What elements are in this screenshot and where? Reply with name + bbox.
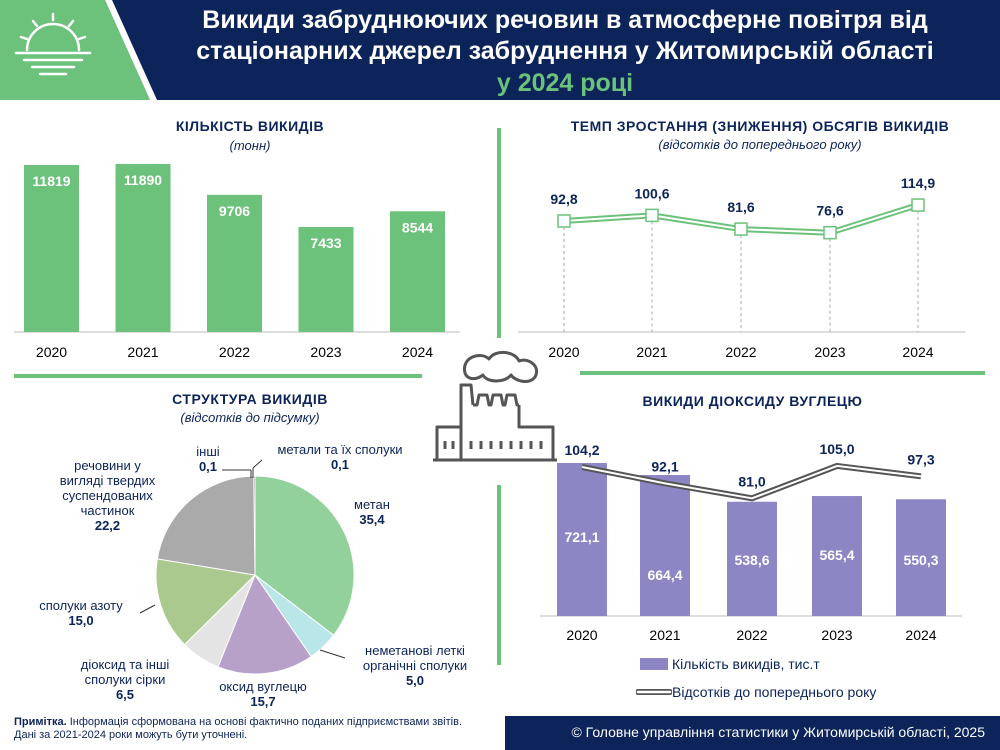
chart1-xtick-2024: 2024 (402, 344, 433, 360)
chart4-line-value-2021: 92,1 (651, 458, 678, 474)
sun-logo-icon (14, 12, 92, 76)
chart2-xtick-2020: 2020 (548, 344, 579, 360)
chart2-value-2023: 76,6 (816, 203, 843, 219)
chart4-bar-2023 (812, 496, 862, 616)
pie-label-metals: метали та їх сполуки 0,1 (277, 442, 403, 472)
chart1-bar-2022 (207, 194, 262, 332)
factory-icon (433, 351, 557, 462)
chart4-bar-value-2024: 550,3 (903, 552, 938, 568)
chart2-marker-2020 (557, 214, 571, 228)
chart1-value-2021: 11890 (124, 172, 162, 188)
chart1-bar-2024 (390, 211, 445, 332)
pie-slice-no (155, 558, 257, 646)
chart2-xtick-2021: 2021 (636, 344, 667, 360)
pie-slice-metan (254, 475, 355, 636)
pie-label-other: інші 0,1 (196, 444, 220, 474)
pie-slice-metals (254, 475, 256, 576)
chart4-bar-value-2021: 664,4 (647, 567, 682, 583)
chart2-title: ТЕМП ЗРОСТАННЯ (ЗНИЖЕННЯ) ОБСЯГІВ ВИКИДІ… (570, 118, 950, 134)
header-bar (0, 0, 1000, 100)
chart2-value-2020: 92,8 (550, 191, 577, 207)
chart2-xtick-2023: 2023 (814, 344, 845, 360)
chart4-bar-value-2020: 721,1 (564, 529, 599, 545)
pie-leader-no (139, 604, 156, 614)
chart1-xtick-2020: 2020 (36, 344, 67, 360)
chart4-bar-2021 (640, 475, 690, 616)
footer-copyright: © Головне управління статистики у Житоми… (571, 724, 985, 740)
pie-slice-pm (156, 475, 256, 576)
title-line-2: стаціонарних джерел забруднення у Житоми… (196, 37, 934, 65)
chart4-bar-2020 (557, 463, 607, 616)
chart4-xtick-2022: 2022 (736, 627, 767, 643)
divider-vertical-top (497, 128, 501, 338)
chart4-plot: 721,1 2020 664,4 2021 538,6 2022 565,4 2023 550,… (540, 441, 962, 643)
pie-leader-metals-2 (252, 459, 263, 469)
divider-horizontal-right (580, 371, 985, 375)
chart4-bar-2024 (896, 499, 946, 616)
pie-label-nmvoc: неметанові леткі органічні сполуки 5,0 (362, 643, 468, 688)
footer-note: Примітка. Інформація сформована на основ… (14, 716, 462, 741)
chart1-value-2022: 9706 (219, 203, 250, 219)
chart1-bar-2023 (298, 226, 354, 332)
pie-label-co: оксид вуглецю 15,7 (219, 679, 307, 709)
pie-label-no: сполуки азоту 15,0 (39, 598, 123, 628)
legend-line-label: Відсотків до попереднього року (672, 684, 877, 700)
chart2-value-2021: 100,6 (634, 185, 669, 201)
chart4-xtick-2020: 2020 (566, 627, 597, 643)
chart2-plot: 92,8 2020 100,6 2021 81,6 2022 76,6 2023 114,9 20… (518, 175, 965, 360)
legend-line-swatch (636, 689, 672, 695)
chart2-marker-2021 (645, 208, 659, 223)
divider-vertical-bottom (497, 485, 501, 665)
chart4-line-inner (581, 464, 922, 500)
pie-label-so: діоксид та інші сполуки сірки 6,5 (80, 657, 170, 702)
title-year: у 2024 році (496, 69, 634, 97)
chart2-value-2024: 114,9 (901, 175, 935, 191)
chart4-line-value-2024: 97,3 (907, 451, 934, 467)
chart4-line-value-2020: 104,2 (564, 442, 599, 458)
chart1-subtitle: (тонн) (229, 138, 271, 153)
chart1-value-2020: 11819 (32, 173, 70, 189)
legend-bar-swatch (640, 658, 668, 670)
chart1-title: КІЛЬКІСТЬ ВИКИДІВ (175, 118, 325, 134)
footer-bar (505, 716, 1000, 750)
pie-label-pm: речовини у вигляді твердих суспендованих ча… (59, 458, 156, 533)
pie-label-metan: метан 35,4 (354, 497, 390, 527)
chart1-xtick-2021: 2021 (127, 344, 158, 360)
chart2-value-2022: 81,6 (727, 199, 754, 215)
chart2-marker-2022 (734, 222, 748, 236)
chart4-xtick-2024: 2024 (905, 627, 936, 643)
chart4-title: ВИКИДИ ДІОКСИДУ ВУГЛЕЦЮ (642, 393, 863, 409)
header-decoration (0, 0, 157, 100)
chart3-subtitle: (відсотків до підсумку) (180, 410, 320, 425)
chart2-marker-2024 (911, 198, 925, 212)
divider-horizontal-left (14, 374, 422, 378)
chart4-xtick-2023: 2023 (821, 627, 852, 643)
title-line-1: Викиди забруднюючих речовин в атмосферне… (202, 6, 928, 34)
chart4-line-value-2022: 81,0 (738, 473, 765, 489)
chart4-xtick-2021: 2021 (649, 627, 680, 643)
chart3-plot (139, 459, 355, 675)
chart2-subtitle: (відсотків до попереднього року) (658, 137, 862, 152)
chart1-bar-2020 (24, 165, 79, 332)
chart4-line-value-2023: 105,0 (819, 441, 854, 457)
legend-bar-label: Кількість викидів, тис.т (672, 656, 820, 672)
pie-leader-nmvoc (319, 649, 346, 659)
chart4-bar-2022 (727, 501, 777, 616)
chart2-xtick-2024: 2024 (902, 344, 933, 360)
chart4-bar-value-2023: 565,4 (819, 547, 854, 563)
chart1-xtick-2023: 2023 (310, 344, 341, 360)
pie-slice-co (217, 573, 312, 675)
chart1-bar-2021 (115, 164, 171, 332)
chart2-xtick-2022: 2022 (725, 344, 756, 360)
chart4-bar-value-2022: 538,6 (734, 552, 769, 568)
chart1-plot: 11819 2020 11890 2021 9706 2022 7433 2023 8544 20… (14, 164, 460, 360)
chart2-marker-2023 (823, 225, 837, 240)
chart1-value-2024: 8544 (402, 219, 433, 235)
chart3-title: СТРУКТУРА ВИКИДІВ (172, 391, 328, 407)
chart1-xtick-2022: 2022 (219, 344, 250, 360)
chart1-value-2023: 7433 (310, 235, 341, 251)
